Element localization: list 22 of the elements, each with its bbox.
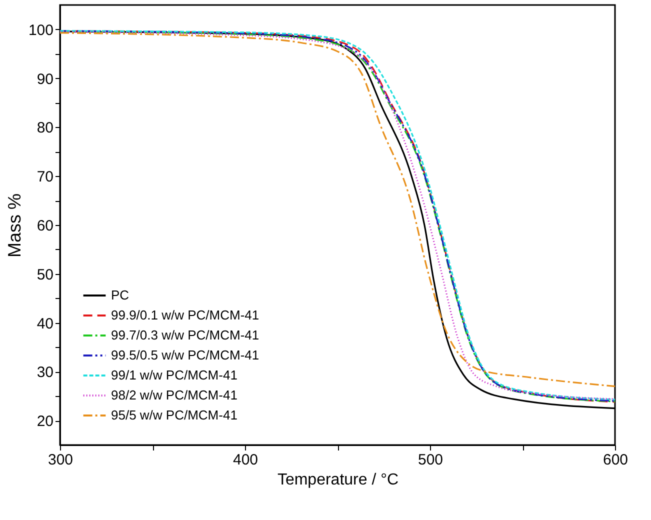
- legend-label: 95/5 w/w PC/MCM-41: [111, 408, 238, 422]
- y-axis-title: Mass %: [4, 193, 24, 258]
- y-tick-label: 40: [36, 315, 54, 332]
- legend-label: 98/2 w/w PC/MCM-41: [111, 388, 238, 402]
- y-tick-label: 80: [36, 120, 54, 137]
- x-tick-label: 500: [418, 452, 444, 468]
- legend-label: 99.9/0.1 w/w PC/MCM-41: [111, 308, 260, 322]
- y-tick-label: 90: [36, 70, 54, 88]
- legend-label: 99.7/0.3 w/w PC/MCM-41: [111, 328, 260, 342]
- legend-label: 99.5/0.5 w/w PC/MCM-41: [111, 348, 260, 362]
- y-tick-label: 60: [36, 218, 54, 234]
- y-tick-label: 70: [36, 168, 54, 186]
- x-tick-label: 600: [602, 452, 628, 468]
- y-tick-label: 20: [36, 413, 54, 430]
- legend-label: PC: [111, 288, 130, 302]
- legend-label: 99/1 w/w PC/MCM-41: [111, 368, 238, 382]
- x-tick-label: 400: [232, 452, 258, 468]
- y-tick-label: 30: [36, 364, 54, 382]
- x-tick-label: 300: [48, 452, 74, 468]
- y-tick-label: 50: [36, 266, 54, 284]
- x-axis-title: Temperature / °C: [277, 472, 399, 488]
- y-tick-label: 100: [28, 22, 54, 39]
